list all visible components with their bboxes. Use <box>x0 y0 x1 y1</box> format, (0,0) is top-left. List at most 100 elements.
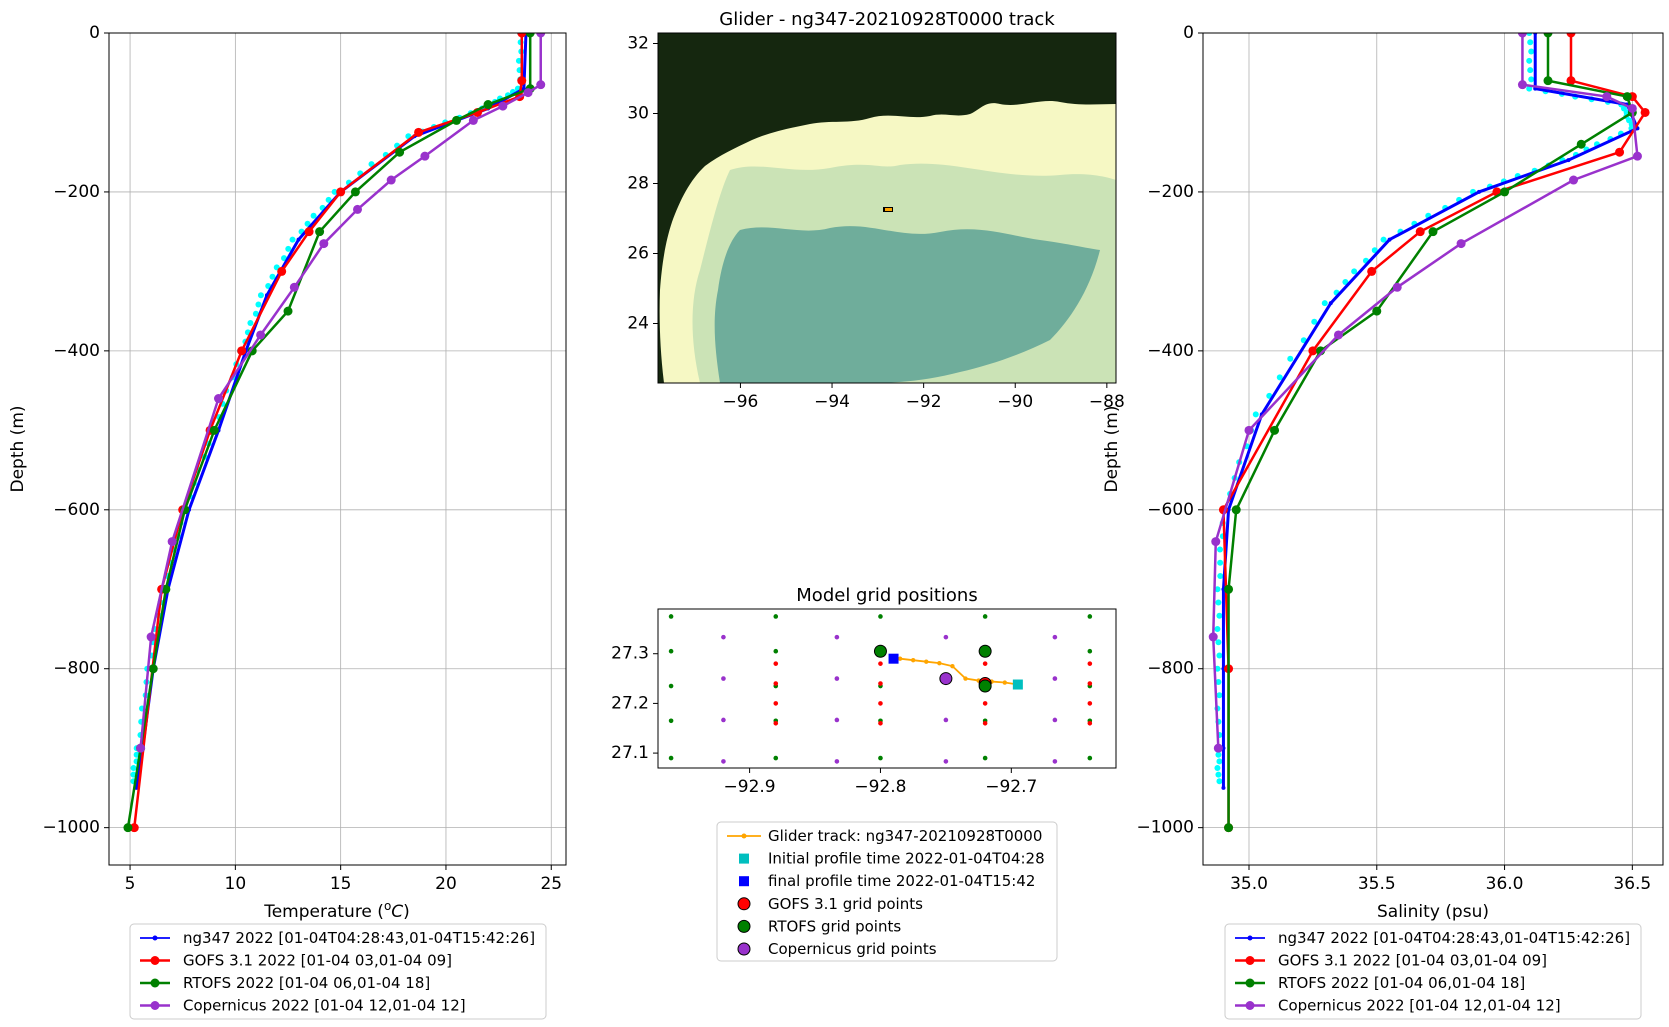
grid-points <box>668 614 1093 764</box>
salinity-glider-sample-point <box>1216 652 1223 659</box>
temperature-legend: ng347 2022 [01-04T04:28:43,01-04T15:42:2… <box>129 923 547 1020</box>
temperature-point-glider <box>296 237 301 242</box>
grid-xtick-label: −92.8 <box>854 777 906 797</box>
rtofs-grid-point <box>668 718 674 724</box>
copernicus-grid-point <box>834 676 840 681</box>
salinity-point-copernicus <box>1569 175 1579 185</box>
temperature-point-gofs <box>517 76 527 86</box>
temperature-point-copernicus <box>420 151 430 161</box>
temperature-point-rtofs <box>148 664 158 674</box>
copernicus-grid-point <box>834 717 840 723</box>
salinity-glider-sample-point <box>1528 76 1535 83</box>
gofs-grid-point <box>1087 720 1093 726</box>
salinity-glider-sample-point <box>1216 758 1223 765</box>
map-land <box>658 33 1116 383</box>
salinity-point-rtofs <box>1224 584 1234 594</box>
salinity-point-glider <box>1221 785 1226 790</box>
grid-legend-entries: Glider track: ng347-20210928T0000 Initial… <box>727 827 1045 958</box>
copernicus-grid-point <box>721 634 726 640</box>
temperature-point-gofs <box>414 127 424 137</box>
salinity-glider-sample-point <box>1526 33 1533 36</box>
legend-model-marker <box>737 942 751 956</box>
copernicus-grid-point <box>1052 634 1058 640</box>
salinity-ytick-label: −400 <box>1147 341 1194 361</box>
temperature-point-rtofs <box>525 33 535 38</box>
temperature-xtick-label: 25 <box>540 874 562 894</box>
salinity-point-rtofs <box>1576 139 1586 149</box>
rtofs-grid-point <box>773 648 779 654</box>
map-ytick-label: 24 <box>627 314 649 334</box>
salinity-glider-sample-point <box>1215 751 1222 758</box>
temperature-xtick-label: 5 <box>125 874 136 894</box>
legend-final-marker <box>739 876 749 887</box>
salinity-glider-sample-point <box>1217 573 1224 580</box>
salinity-point-copernicus <box>1333 330 1343 340</box>
temperature-point-rtofs <box>451 115 461 125</box>
salinity-glider-sample-point <box>1528 48 1535 55</box>
temperature-point-copernicus <box>498 101 508 111</box>
salinity-glider-sample-point <box>1342 278 1349 285</box>
salinity-axes-frame <box>1202 32 1664 866</box>
temperature-point-copernicus <box>536 80 546 90</box>
salinity-glider-sample-point <box>1527 67 1534 74</box>
gofs-grid-point <box>1087 681 1093 686</box>
temperature-point-rtofs <box>483 100 493 110</box>
temperature-point-gofs <box>277 266 287 276</box>
temperature-ytick-label: −200 <box>53 182 100 202</box>
salinity-glider-sample-point <box>1217 546 1223 553</box>
temperature-point-rtofs <box>209 425 219 435</box>
salinity-point-gofs <box>1415 227 1425 237</box>
salinity-xtick-label: 36.0 <box>1486 874 1524 894</box>
salinity-glider-sample-point <box>1526 57 1533 64</box>
map-glider-track <box>885 208 892 211</box>
grid-ytick-label: 27.2 <box>611 693 649 713</box>
copernicus-grid-point <box>1052 676 1058 681</box>
copernicus-grid-point <box>721 717 726 723</box>
grid-legend-label: final profile time 2022-01-04T15:42 <box>768 872 1035 890</box>
grid-xtick-label: −92.7 <box>985 777 1037 797</box>
salinity-point-copernicus <box>1213 743 1223 753</box>
gofs-grid-point <box>1087 661 1093 666</box>
rtofs-grid-point <box>1087 648 1093 654</box>
map-ytick-label: 32 <box>627 34 649 54</box>
glider-track-point <box>963 676 968 681</box>
temperature-legend-entries: ng347 2022 [01-04T04:28:43,01-04T15:42:2… <box>140 929 535 1015</box>
copernicus-grid-point <box>1052 759 1058 764</box>
salinity-point-glider <box>1566 158 1571 163</box>
copernicus-grid-point <box>943 759 949 764</box>
temperature-glider-sample-point <box>130 765 137 772</box>
legend-glider-track-marker <box>741 833 747 839</box>
grid-legend-label: Glider track: ng347-20210928T0000 <box>768 827 1042 845</box>
gofs-grid-point <box>878 701 883 706</box>
temperature-point-copernicus <box>523 88 533 98</box>
grid-legend-label: GOFS 3.1 grid points <box>768 895 923 913</box>
temperature-glider-sample-point <box>515 57 522 64</box>
gofs-grid-point <box>982 720 988 726</box>
copernicus-grid-point <box>1052 717 1058 723</box>
gofs-grid-point <box>1087 701 1093 706</box>
temperature-point-copernicus <box>136 743 146 753</box>
temperature-point-rtofs <box>161 584 171 594</box>
salinity-glider-sample-point <box>1351 268 1358 275</box>
temperature-glider-sample-point <box>285 245 292 252</box>
initial-profile-marker <box>1012 679 1023 690</box>
temperature-point-copernicus <box>289 282 299 292</box>
salinity-point-gofs <box>1615 147 1625 157</box>
map-xtick-label: −96 <box>722 392 758 412</box>
salinity-legend-label-gofs: GOFS 3.1 2022 [01-04 03,01-04 09] <box>1278 952 1547 970</box>
temperature-glider-sample-point <box>247 320 254 327</box>
rtofs-grid-point <box>1087 614 1093 619</box>
gofs-grid-point <box>773 661 779 666</box>
grid-legend-label: RTOFS grid points <box>768 917 901 935</box>
rtofs-grid-point <box>878 755 883 761</box>
salinity-point-copernicus <box>1602 92 1612 102</box>
salinity-ytick-label: −200 <box>1147 182 1194 202</box>
temperature-xtick-label: 10 <box>225 874 247 894</box>
temperature-point-copernicus <box>214 394 224 404</box>
salinity-point-rtofs <box>1543 76 1553 86</box>
temperature-glider-sample-point <box>304 220 311 227</box>
salinity-point-copernicus <box>1627 103 1637 113</box>
temperature-legend-box <box>129 923 547 1020</box>
salinity-legend-marker-glider <box>1247 935 1253 941</box>
temperature-xtick-label: 15 <box>330 874 352 894</box>
